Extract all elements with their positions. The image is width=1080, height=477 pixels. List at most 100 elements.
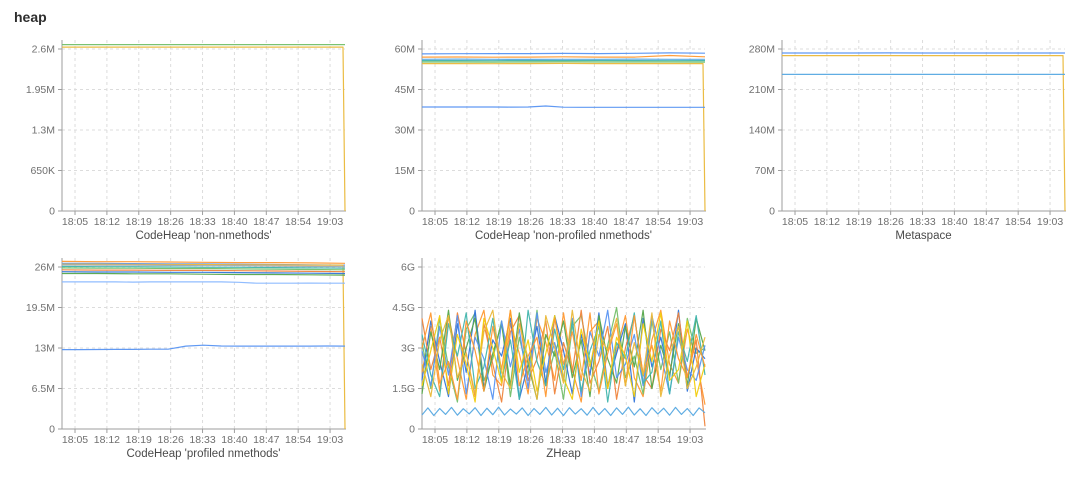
x-tick-label: 18:19 [846, 216, 872, 228]
y-tick-label: 650K [30, 165, 55, 177]
x-tick-label: 18:12 [814, 216, 840, 228]
x-tick-label: 18:54 [285, 216, 311, 228]
x-tick-label: 18:33 [549, 216, 575, 228]
x-tick-label: 18:47 [613, 216, 639, 228]
x-tick-label: 18:54 [645, 216, 671, 228]
series-line [421, 309, 706, 400]
chart-title: CodeHeap 'non-nmethods' [135, 230, 271, 242]
chart-title: CodeHeap 'non-profiled nmethods' [475, 230, 652, 242]
series-line [62, 344, 346, 351]
x-tick-label: 18:26 [158, 434, 184, 446]
x-tick-label: 18:05 [422, 434, 448, 446]
x-tick-label: 18:26 [158, 216, 184, 228]
x-tick-label: 18:12 [94, 434, 120, 446]
x-tick-label: 19:03 [677, 216, 703, 228]
x-tick-label: 18:05 [422, 216, 448, 228]
series-line [62, 272, 346, 276]
y-tick-label: 4.5G [392, 302, 415, 314]
series-line [421, 52, 706, 55]
y-tick-label: 0 [409, 424, 415, 436]
series-line [62, 281, 345, 284]
x-tick-label: 18:12 [454, 434, 480, 446]
y-tick-label: 0 [49, 424, 55, 436]
series-line [421, 306, 706, 403]
y-tick-label: 1.95M [26, 84, 55, 96]
y-tick-label: 210M [749, 84, 775, 96]
y-tick-label: 140M [749, 124, 775, 136]
y-tick-label: 15M [395, 165, 415, 177]
y-tick-label: 0 [769, 206, 775, 218]
y-tick-label: 19.5M [26, 302, 55, 314]
panel-metaspace: 0 70M 140M 210M 280M 18:05 18:12 18:19 18:26 18:3… [720, 30, 1080, 248]
y-tick-label: 1.5G [392, 383, 415, 395]
y-tick-label: 6G [401, 261, 415, 273]
x-tick-label: 18:12 [94, 216, 120, 228]
dashboard: heap 0 650K 1.3M 1.95M 2.6M 18:05 18:12 18:19 18… [0, 9, 1080, 466]
x-tick-label: 18:54 [645, 434, 671, 446]
y-tick-label: 60M [395, 43, 415, 55]
x-tick-label: 19:03 [317, 434, 343, 446]
x-tick-label: 19:03 [1037, 216, 1063, 228]
y-tick-label: 2.6M [32, 43, 55, 55]
page-title: heap [14, 9, 47, 25]
series-line [61, 260, 346, 264]
x-tick-label: 18:54 [285, 434, 311, 446]
series-line [421, 309, 706, 403]
x-tick-label: 18:40 [221, 434, 247, 446]
y-tick-label: 13M [35, 342, 55, 354]
y-tick-label: 6.5M [32, 383, 55, 395]
chart-title: ZHeap [546, 448, 581, 460]
x-tick-label: 18:19 [126, 434, 152, 446]
x-tick-label: 18:33 [909, 216, 935, 228]
x-tick-label: 18:19 [486, 216, 512, 228]
series-line [62, 263, 346, 430]
x-tick-label: 18:47 [253, 216, 279, 228]
x-tick-label: 18:33 [189, 216, 215, 228]
panel-zheap: 0 1.5G 3G 4.5G 6G 18:05 18:12 18:19 18:26 18:33 18… [360, 248, 720, 466]
series-line [421, 309, 706, 403]
series-line [61, 267, 346, 271]
chart-title: CodeHeap 'profiled nmethods' [127, 448, 281, 460]
chart-title: Metaspace [895, 230, 951, 242]
x-tick-label: 18:12 [454, 216, 480, 228]
y-tick-label: 280M [749, 43, 775, 55]
x-tick-label: 18:26 [518, 434, 544, 446]
series-line [61, 269, 346, 273]
x-tick-label: 18:40 [581, 216, 607, 228]
series-line [422, 62, 706, 212]
y-tick-label: 1.3M [32, 124, 55, 136]
panel-codeheap-profiled-nmethods: 0 6.5M 13M 19.5M 26M 18:05 18:12 18:19 18:26 18:3… [0, 248, 360, 466]
x-tick-label: 18:47 [253, 434, 279, 446]
panel-codeheap-non-profiled-nmethods: 0 15M 30M 45M 60M 18:05 18:12 18:19 18:26 18:33 18… [360, 30, 720, 248]
x-tick-label: 18:54 [1005, 216, 1031, 228]
x-tick-label: 18:40 [221, 216, 247, 228]
series-line [422, 105, 705, 108]
panel-grid: 0 650K 1.3M 1.95M 2.6M 18:05 18:12 18:19 18:26 18… [0, 30, 1080, 466]
y-tick-label: 45M [395, 84, 415, 96]
chart-svg: 0 70M 140M 210M 280M 18:05 18:12 18:19 18:26 18:3… [749, 40, 1066, 242]
x-tick-label: 18:05 [62, 216, 88, 228]
panel-codeheap-non-nmethods: 0 650K 1.3M 1.95M 2.6M 18:05 18:12 18:19 18:26 18… [0, 30, 360, 248]
x-tick-label: 18:05 [62, 434, 88, 446]
x-tick-label: 18:19 [486, 434, 512, 446]
series-line [782, 55, 1066, 212]
x-tick-label: 19:03 [317, 216, 343, 228]
x-tick-label: 18:19 [126, 216, 152, 228]
x-tick-label: 18:40 [581, 434, 607, 446]
series-line [61, 264, 346, 268]
y-tick-label: 26M [35, 261, 55, 273]
chart-svg: 0 1.5G 3G 4.5G 6G 18:05 18:12 18:19 18:26 18:33 18… [392, 258, 706, 460]
chart-svg: 0 15M 30M 45M 60M 18:05 18:12 18:19 18:26 18:33 18… [395, 40, 706, 242]
x-tick-label: 19:03 [677, 434, 703, 446]
x-tick-label: 18:26 [878, 216, 904, 228]
chart-svg: 0 6.5M 13M 19.5M 26M 18:05 18:12 18:19 18:26 18:3… [26, 258, 346, 460]
series-line [62, 46, 346, 212]
panel-empty [720, 248, 1080, 466]
y-tick-label: 0 [409, 206, 415, 218]
x-tick-label: 18:33 [549, 434, 575, 446]
series-line [61, 265, 346, 269]
series-line [421, 54, 706, 58]
y-tick-label: 70M [755, 165, 775, 177]
y-tick-label: 0 [49, 206, 55, 218]
series-line [61, 271, 346, 275]
